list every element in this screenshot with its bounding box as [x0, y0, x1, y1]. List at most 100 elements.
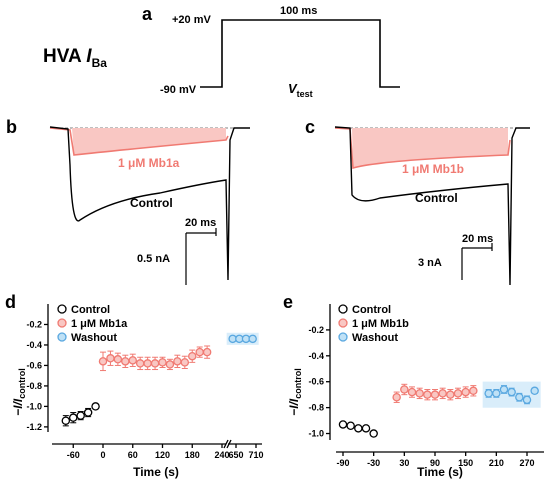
legend-marker [57, 318, 67, 328]
data-point [135, 359, 145, 368]
step-voltage: +20 mV [172, 14, 211, 26]
y-tick-label: -1.0 [308, 429, 324, 439]
legend-label: Washout [71, 332, 117, 344]
panel-label-d: d [5, 292, 16, 312]
data-point [430, 390, 440, 399]
ylabel-e-sub: control [293, 368, 303, 399]
y-tick-label: -0.6 [308, 377, 324, 387]
panel-label-c: c [305, 117, 315, 137]
current-scale-c: 3 nA [418, 257, 442, 269]
y-tick-label: -0.2 [26, 319, 42, 329]
ylabel-d-sub: control [17, 368, 27, 399]
data-point [128, 356, 137, 365]
data-point [98, 357, 108, 366]
data-point [106, 354, 115, 363]
time-scale-b: 20 ms [185, 217, 216, 229]
data-point [158, 358, 167, 367]
data-point [530, 386, 539, 396]
drug-label-b: 1 μM Mb1a [118, 156, 180, 170]
ylabel-d: −I/Icontrol [11, 368, 27, 416]
x-tick-label: 270 [519, 458, 534, 468]
x-tick-label: 650 [228, 450, 243, 460]
protocol-title-main: HVA [43, 46, 86, 67]
data-point [507, 387, 516, 397]
data-point [76, 411, 85, 420]
data-point [195, 347, 204, 357]
xlabel-d: Time (s) [133, 465, 179, 479]
data-point [492, 389, 501, 398]
y-tick-label: -1.2 [26, 422, 42, 432]
legend-marker [338, 304, 348, 314]
legend-marker [57, 332, 67, 342]
panel-label-a: a [142, 4, 153, 24]
data-point [392, 393, 401, 402]
panel-label-e: e [283, 292, 293, 312]
axis-break-mark [223, 439, 229, 449]
data-point [438, 389, 447, 398]
inhibition-fill-b [72, 128, 226, 155]
legend-marker [57, 304, 67, 314]
xlabel-e: Time (s) [417, 465, 463, 479]
holding-voltage: -90 mV [160, 84, 197, 96]
control-trace-b [49, 126, 250, 281]
data-point [407, 387, 417, 397]
x-tick-label: 120 [155, 450, 170, 460]
plot-d: -0.2 -0.4 -0.6 -0.8 -1.0 -1.2 -60 0 60 120 180 2406… [26, 304, 264, 460]
data-point [165, 360, 175, 369]
data-point [522, 395, 532, 405]
data-point [484, 389, 493, 398]
current-scale-b: 0.5 nA [137, 253, 170, 265]
data-point [369, 429, 378, 438]
data-point [400, 385, 409, 394]
x-tick-label: 150 [458, 458, 473, 468]
data-point [461, 387, 470, 397]
data-point [83, 408, 93, 417]
plot-e: -0.2 -0.4 -0.6 -0.8 -1.0 -90 -30 30 90 150 210 270 C… [308, 304, 544, 468]
y-tick-label: -0.2 [308, 325, 324, 335]
time-scale-c: 20 ms [462, 233, 493, 245]
panel-label-b: b [6, 117, 17, 137]
drug-trace-c [334, 127, 511, 170]
y-tick-label: -0.4 [308, 351, 324, 361]
data-point [499, 385, 509, 394]
voltage-step-trace [200, 19, 400, 88]
ylabel-e-main: −I/I [287, 398, 301, 416]
x-tick-label: -90 [336, 458, 349, 468]
protocol-title: HVA IBa [43, 46, 107, 70]
x-tick-label: -30 [367, 458, 380, 468]
time-scalebar-c [462, 243, 493, 251]
data-point [173, 357, 182, 366]
data-point [69, 413, 78, 422]
y-tick-label: -0.6 [26, 360, 42, 370]
control-label-b: Control [130, 196, 173, 210]
data-point [180, 358, 190, 367]
protocol-title-i: I [86, 46, 92, 67]
ylabel-d-main: −I/I [11, 398, 25, 416]
vtest-sub: test [297, 89, 313, 99]
x-tick-label: 60 [128, 450, 138, 460]
legend-marker [338, 332, 348, 342]
legend-label: Control [71, 304, 110, 316]
vtest-label: Vtest [288, 81, 313, 99]
data-point [361, 424, 371, 433]
y-tick-label: -0.8 [26, 381, 42, 391]
data-point [446, 390, 455, 399]
x-tick-label: 240 [214, 450, 229, 460]
y-tick-label: -0.8 [308, 403, 324, 413]
data-point [469, 386, 478, 396]
drug-label-c: 1 μM Mb1b [402, 162, 464, 176]
data-point [346, 421, 355, 431]
control-label-c: Control [415, 191, 458, 205]
y-tick-label: -0.4 [26, 340, 42, 350]
ylabel-e: −I/Icontrol [287, 368, 303, 416]
time-scalebar-b [186, 228, 217, 236]
data-point [354, 424, 363, 433]
legend-label: Washout [352, 332, 398, 344]
legend-label: Control [352, 304, 391, 316]
data-point [338, 420, 348, 429]
x-tick-label: 210 [489, 458, 504, 468]
data-point [415, 389, 424, 398]
x-tick-label: 180 [185, 450, 200, 460]
vtest-v: V [288, 81, 298, 96]
